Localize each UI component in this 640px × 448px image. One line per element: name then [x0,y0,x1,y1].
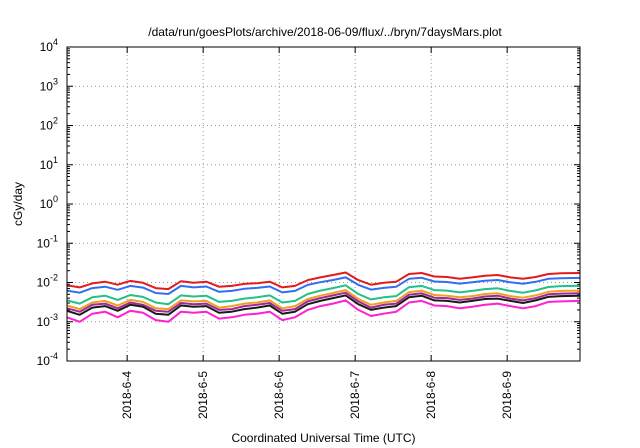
series-group [66,271,581,323]
x-tick-label: 2018-6-4 [120,371,134,419]
x-tick-label: 2018-6-5 [196,371,210,419]
series-line-5 [66,291,581,313]
y-axis-label: cGy/day [11,182,25,226]
plot-border [66,46,581,362]
series-line-6 [66,294,581,316]
y-tick-label: 10-2 [37,273,58,290]
y-tick-label: 102 [40,116,58,133]
series-line-4 [66,289,581,311]
y-tick-label: 104 [40,37,58,54]
y-tick-label: 100 [40,194,58,211]
series-line-1 [66,271,581,291]
x-axis: 2018-6-4 2018-6-5 2018-6-6 2018-6-7 2018-6-8… [120,47,514,419]
y-tick-label: 101 [40,155,58,172]
y-tick-label: 10-3 [37,312,58,329]
x-axis-label: Coordinated Universal Time (UTC) [231,431,415,445]
x-tick-label: 2018-6-9 [500,371,514,419]
y-tick-label: 10-4 [37,351,58,368]
y-axis: 10-4 10-3 10-2 10-1 100 101 102 103 104 [37,37,580,368]
x-tick-label: 2018-6-7 [348,371,362,419]
series-line-3 [66,284,581,306]
chart-title: /data/run/goesPlots/archive/2018-06-09/f… [148,25,502,39]
y-tick-label: 103 [40,76,58,93]
series-line-2 [66,276,581,295]
series-line-7 [66,299,581,323]
y-tick-label: 10-1 [37,233,58,250]
x-tick-label: 2018-6-6 [272,371,286,419]
x-tick-label: 2018-6-8 [424,371,438,419]
